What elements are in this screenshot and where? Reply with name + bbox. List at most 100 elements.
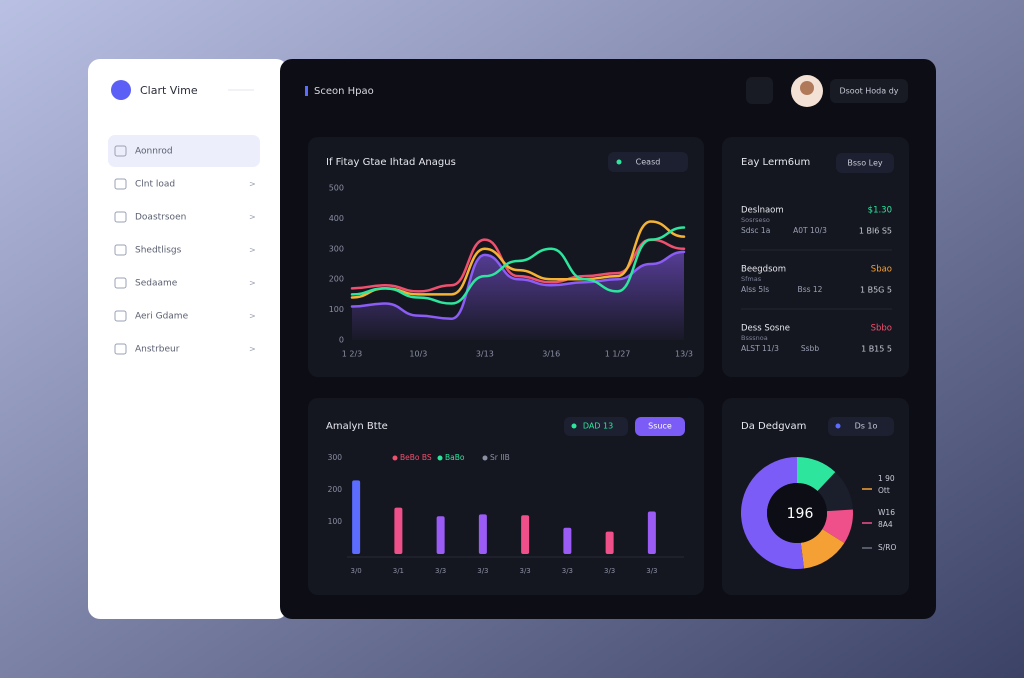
y-tick-label: 200 <box>329 275 344 284</box>
legend-label: Ott <box>878 486 890 495</box>
y-tick-label: 400 <box>329 214 344 223</box>
entry-total: 1 Bl6 S5 <box>859 227 892 236</box>
entry-amount: Sbao <box>871 265 892 275</box>
card-title: Eay Lerm6um <box>741 157 810 168</box>
nav-item[interactable]: Clnt load <box>135 180 175 190</box>
bar <box>605 531 614 554</box>
donut-segment <box>817 472 853 512</box>
entry-total: 1 B15 5 <box>861 345 892 354</box>
nav-chevron: > <box>249 180 256 189</box>
x-tick-label: 3/16 <box>542 350 560 359</box>
y-tick-label: 0 <box>339 336 344 345</box>
nav-chevron: > <box>249 213 256 222</box>
donut-segment <box>797 457 836 492</box>
nav-icon <box>114 211 127 223</box>
legend-dot <box>482 455 488 461</box>
donut-segment <box>740 457 805 570</box>
icon-button[interactable] <box>746 77 773 104</box>
y-tick-label: 500 <box>329 184 344 193</box>
tag-label: DAD 13 <box>583 422 613 431</box>
filter[interactable] <box>828 417 894 436</box>
nav-icon <box>114 145 127 157</box>
nav-item[interactable]: Shedtlisgs <box>135 246 182 256</box>
entry-code: A0T 10/3 <box>793 226 827 235</box>
nav-active <box>108 135 260 167</box>
entry-total: 1 B5G 5 <box>860 286 892 295</box>
tag[interactable] <box>564 417 628 436</box>
entry-amount: $1.30 <box>868 206 892 216</box>
nav-chevron: > <box>249 312 256 321</box>
sidebar <box>88 59 288 619</box>
card-title: Amalyn Btte <box>326 421 388 432</box>
entry-name: Deslnaom <box>741 206 784 216</box>
legend-label: S/RO <box>878 543 896 552</box>
button-label: Bsso Ley <box>847 159 883 168</box>
x-tick-label: 3/3 <box>646 567 657 575</box>
x-tick-label: 1 2/3 <box>342 350 363 359</box>
bar <box>647 511 656 554</box>
filter-dot <box>616 159 622 165</box>
legend-dot <box>392 455 398 461</box>
legend-label: BeBo BS <box>400 453 432 462</box>
user-chip[interactable] <box>830 79 908 103</box>
nav-icon <box>114 178 127 190</box>
y-tick-label: 300 <box>328 453 343 462</box>
nav-chevron: > <box>249 345 256 354</box>
nav-icon <box>114 310 127 322</box>
header-marker <box>305 86 308 96</box>
nav-item[interactable]: Anstrbeur <box>135 345 180 355</box>
entry-sub: Bsssnoa <box>741 334 768 342</box>
avatar-face <box>800 81 814 95</box>
brand-logo <box>111 80 131 100</box>
filter-dot <box>835 423 841 429</box>
button[interactable] <box>836 153 894 173</box>
bar <box>563 527 572 554</box>
legend-label: 8A4 <box>878 520 893 529</box>
x-tick-label: 3/3 <box>519 567 530 575</box>
nav-item[interactable]: Sedaame <box>135 279 178 289</box>
nav-icon <box>114 277 127 289</box>
entry-date: Sdsc 1a <box>741 226 770 235</box>
x-tick-label: 3/3 <box>477 567 488 575</box>
x-tick-label: 13/3 <box>675 350 693 359</box>
line <box>350 226 686 305</box>
donut-segment <box>822 509 853 544</box>
x-tick-label: 3/3 <box>435 567 446 575</box>
y-tick-label: 200 <box>328 485 343 494</box>
nav-icon <box>114 343 127 355</box>
y-tick-label: 300 <box>329 244 344 253</box>
x-tick-label: 3/0 <box>350 567 361 575</box>
entry-code: Bss 12 <box>798 285 823 294</box>
entry-date: ALST 11/3 <box>741 344 779 353</box>
card <box>722 137 909 377</box>
tag-dot <box>571 423 577 429</box>
filter[interactable] <box>608 152 688 172</box>
card-title: If Fitay Gtae Ihtad Anagus <box>326 157 456 168</box>
filter-label: Ceasd <box>636 158 661 167</box>
nav-item[interactable]: Doastrsoen <box>135 213 186 223</box>
entry-name: Dess Sosne <box>741 324 790 334</box>
nav-chevron: > <box>249 279 256 288</box>
nav-item[interactable]: Aeri Gdame <box>135 312 189 322</box>
donut-hole <box>767 483 827 543</box>
header-title: Sceon Hpao <box>314 86 374 97</box>
entry-sub: Sosrseso <box>741 216 770 224</box>
line <box>350 220 686 299</box>
button[interactable] <box>635 417 685 436</box>
x-tick-label: 3/1 <box>393 567 404 575</box>
nav-item[interactable]: Aonnrod <box>135 147 173 157</box>
legend-dot <box>437 455 443 461</box>
entry-date: Alss 5ls <box>741 285 769 294</box>
brand: Clart Vime <box>140 84 198 97</box>
x-tick-label: 3/3 <box>604 567 615 575</box>
y-tick-label: 100 <box>329 305 344 314</box>
entry-amount: Sbbo <box>871 324 892 334</box>
bar <box>352 480 361 554</box>
user-name: Dsoot Hoda dy <box>839 87 898 96</box>
card-title: Da Dedgvam <box>741 421 806 432</box>
bar <box>521 515 530 554</box>
x-tick-label: 3/3 <box>562 567 573 575</box>
nav-icon <box>114 244 127 256</box>
